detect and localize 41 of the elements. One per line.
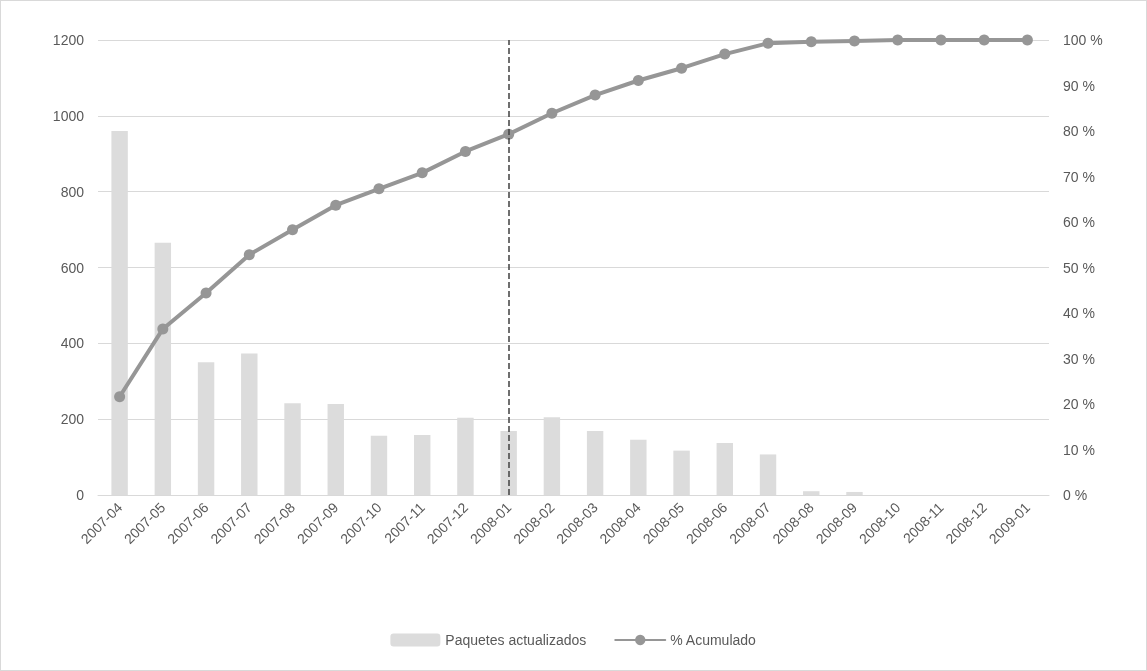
point: [848, 35, 860, 47]
y2-tick-label: 60 %: [1063, 214, 1095, 230]
y2-tick-label: 50 %: [1063, 259, 1095, 276]
point: [243, 249, 255, 261]
point: [935, 34, 947, 46]
y2-tick-label: 100 %: [1063, 32, 1103, 48]
point: [546, 107, 558, 119]
y-tick-label: 200: [60, 411, 85, 428]
point: [459, 145, 471, 157]
y2-tick-label: 80 %: [1063, 123, 1095, 139]
point: [200, 287, 212, 299]
y-tick-label: 800: [60, 183, 85, 200]
y-tick-label: 1200: [52, 32, 85, 48]
y2-tick-label: 30 %: [1063, 350, 1095, 367]
legend-label: Paquetes actualizados: [445, 632, 587, 648]
y-tick-label: 600: [60, 259, 85, 276]
y2-tick-label: 70 %: [1063, 168, 1095, 185]
point: [114, 391, 126, 403]
point: [676, 62, 688, 74]
point: [373, 183, 385, 195]
point: [287, 224, 299, 236]
y-tick-label: 1000: [52, 107, 85, 124]
point: [1021, 34, 1033, 46]
point: [589, 89, 601, 101]
point: [719, 48, 731, 60]
y2-tick-label: 20 %: [1063, 396, 1095, 412]
point: [892, 34, 904, 46]
point: [157, 323, 169, 335]
y2-tick-label: 10 %: [1063, 441, 1095, 458]
point: [632, 75, 644, 86]
point: [330, 199, 342, 211]
y2-tick-label: 40 %: [1063, 305, 1095, 321]
legend-label: % Acumulado: [670, 632, 757, 648]
point: [416, 167, 428, 179]
point: [762, 37, 774, 49]
y2-tick-label: 90 %: [1063, 77, 1095, 94]
y-tick-label: 400: [60, 335, 85, 352]
y2-tick-label: 0 %: [1063, 487, 1088, 503]
y-tick-label: 0: [76, 487, 85, 503]
point: [805, 36, 817, 48]
point: [978, 34, 990, 46]
